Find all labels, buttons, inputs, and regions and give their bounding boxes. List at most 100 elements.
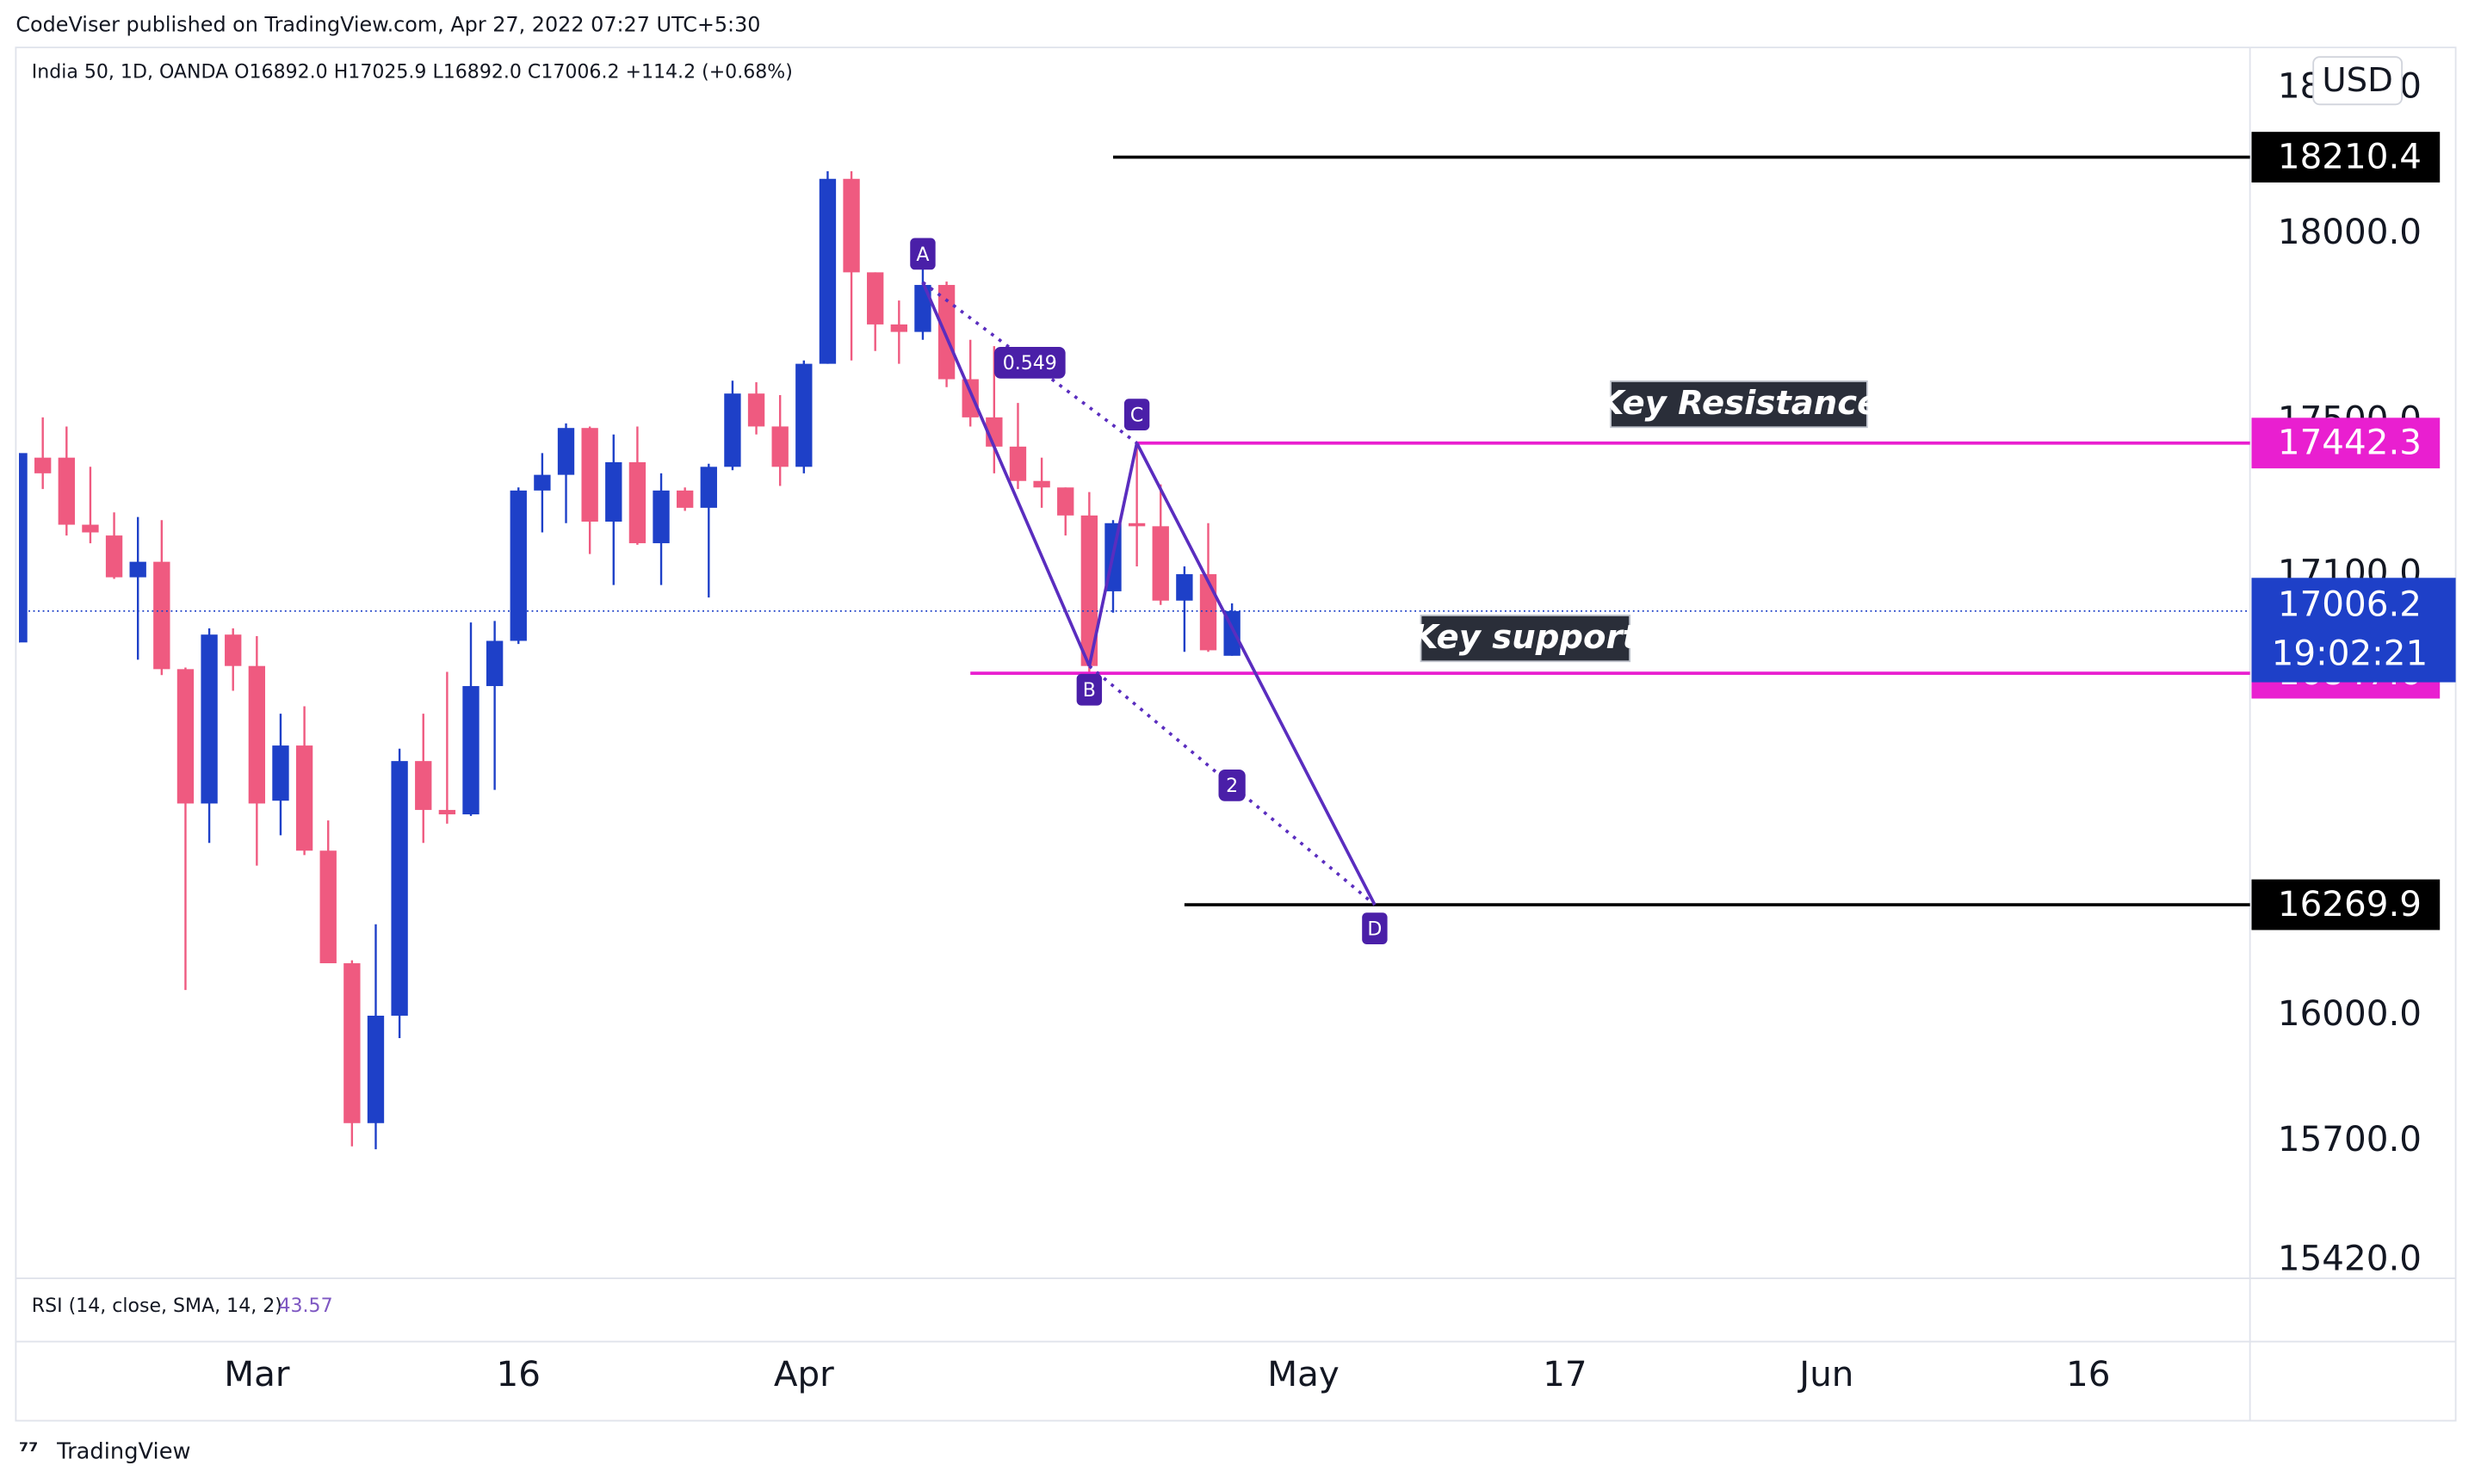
candle-body — [914, 285, 931, 332]
candle-body — [367, 1015, 385, 1123]
candle-body — [1199, 574, 1217, 651]
candle-body — [962, 379, 979, 417]
candle-body — [248, 665, 266, 804]
candle-body — [1176, 574, 1193, 601]
pattern-leg — [1135, 442, 1377, 906]
pattern-ratio-label: 2 — [1226, 776, 1238, 797]
indicator-value: 43.57 — [278, 1295, 332, 1317]
level-tag-label: 16269.9 — [2278, 883, 2422, 924]
pattern-leg — [1087, 442, 1139, 667]
candle-body — [747, 393, 765, 427]
candle-body — [867, 272, 884, 325]
pattern-point-label: C — [1130, 405, 1143, 426]
x-tick-label: 16 — [497, 1353, 541, 1394]
y-tick-label: 15700.0 — [2278, 1118, 2422, 1159]
pattern-point-box — [1076, 673, 1103, 706]
candle-body — [176, 669, 195, 804]
candle-body — [676, 490, 694, 508]
level-tag-label: 17442.3 — [2278, 422, 2422, 463]
header: India 50, 1D, OANDA O16892.0 H17025.9 L1… — [32, 62, 793, 83]
candle-body — [628, 461, 647, 544]
candle-body — [1009, 446, 1027, 481]
pattern-point-label: B — [1083, 680, 1096, 702]
pattern-point-box — [1123, 399, 1150, 431]
candle-body — [819, 178, 837, 364]
candle-body — [1128, 522, 1146, 527]
candle-body — [486, 640, 504, 687]
level-tag-label: 18210.4 — [2278, 135, 2422, 176]
candle-body — [1057, 487, 1074, 516]
pattern-leg — [921, 281, 1092, 667]
pattern-point-label: A — [916, 244, 929, 266]
x-tick-label: Mar — [224, 1353, 290, 1394]
candle-body — [201, 634, 218, 804]
pattern-ratio-label: 0.549 — [1003, 353, 1057, 374]
candle-body — [653, 490, 670, 544]
candle-body — [771, 426, 789, 467]
pattern-point-box — [910, 238, 936, 270]
y-tick-label: 18000.0 — [2278, 211, 2422, 252]
level-tag — [2251, 879, 2441, 931]
candle-body — [295, 745, 313, 851]
candle-body — [19, 453, 28, 643]
candle-body — [1080, 515, 1098, 666]
x-tick-label: May — [1267, 1353, 1339, 1394]
candle-body — [391, 761, 408, 1016]
level-tag — [2251, 417, 2441, 469]
level-tag — [2251, 132, 2441, 182]
y-tick-label: 16000.0 — [2278, 992, 2422, 1034]
candle-body — [129, 561, 146, 578]
candle-body — [605, 461, 622, 522]
last-price-label: 17006.2 — [2278, 583, 2422, 624]
candle-body — [153, 561, 170, 670]
candle-body — [724, 393, 741, 467]
candle-body — [415, 761, 432, 810]
annotation-box — [1610, 380, 1868, 429]
logo-mark: ⁷⁷ — [19, 1439, 39, 1465]
pattern-point-label: D — [1367, 918, 1382, 940]
x-tick-label: Jun — [1797, 1353, 1853, 1394]
pattern-point-box — [1362, 912, 1388, 944]
annotation: Key support — [1413, 618, 1640, 657]
published-note: CodeViser published on TradingView.com, … — [15, 12, 760, 36]
candle-body — [700, 467, 717, 508]
candle-body — [225, 634, 242, 666]
candle-body — [34, 457, 52, 473]
pattern-ratio-box — [993, 346, 1066, 379]
currency: USD — [2322, 61, 2392, 100]
candle-body — [795, 363, 813, 467]
candle-body — [581, 428, 598, 522]
x-tick-label: 17 — [1543, 1353, 1587, 1394]
x-tick-label: Apr — [774, 1353, 834, 1394]
candle-body — [82, 524, 99, 533]
candle-body — [843, 178, 860, 273]
candle-body — [462, 686, 479, 815]
candle-body — [1152, 526, 1169, 601]
last-price-tag — [2251, 578, 2456, 683]
pattern-ratio-box — [1218, 769, 1246, 801]
candle-body — [105, 535, 123, 578]
candle-body — [890, 324, 907, 332]
candle-body — [343, 963, 361, 1123]
candle-body — [937, 285, 956, 380]
candle-body — [58, 457, 75, 525]
frame — [15, 46, 2457, 1422]
candle-body — [534, 474, 551, 491]
y-tick-label: 15420.0 — [2278, 1238, 2422, 1279]
candle-body — [557, 428, 575, 475]
candle-body — [319, 850, 337, 964]
indicator-label: RSI (14, close, SMA, 14, 2) — [32, 1295, 282, 1317]
plot — [19, 170, 1240, 1150]
annotation: Key Resistance — [1599, 384, 1880, 423]
x-tick-label: 16 — [2066, 1353, 2110, 1394]
annotation-box — [1420, 615, 1631, 663]
candle-body — [272, 745, 289, 801]
currency-box — [2312, 56, 2404, 106]
candle-body — [438, 809, 456, 815]
countdown: 19:02:21 — [2272, 632, 2428, 673]
brand: TradingView — [56, 1439, 190, 1465]
candle-body — [1033, 480, 1050, 488]
candle-body — [510, 490, 527, 641]
